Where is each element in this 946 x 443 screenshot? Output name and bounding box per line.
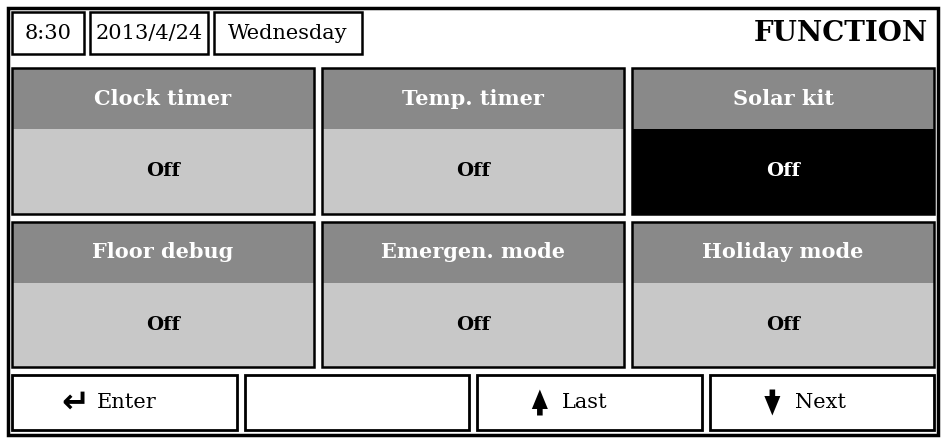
Text: Holiday mode: Holiday mode: [702, 242, 864, 262]
Bar: [632, 283, 934, 367]
Bar: [214, 12, 362, 54]
Text: Solar kit: Solar kit: [732, 89, 833, 109]
Text: ↵: ↵: [61, 386, 89, 419]
Text: Temp. timer: Temp. timer: [402, 89, 544, 109]
Bar: [12, 129, 314, 214]
Bar: [477, 375, 702, 430]
Bar: [12, 68, 314, 129]
Text: 8:30: 8:30: [25, 23, 72, 43]
Bar: [90, 12, 208, 54]
Polygon shape: [532, 389, 548, 416]
Text: Enter: Enter: [97, 393, 157, 412]
Bar: [322, 68, 624, 214]
Text: Emergen. mode: Emergen. mode: [381, 242, 565, 262]
Bar: [12, 283, 314, 367]
Bar: [632, 68, 934, 214]
Bar: [244, 375, 469, 430]
Text: Last: Last: [562, 393, 608, 412]
Text: FUNCTION: FUNCTION: [754, 19, 928, 47]
Bar: [632, 68, 934, 129]
Text: Off: Off: [766, 162, 800, 180]
Bar: [12, 12, 84, 54]
Text: Clock timer: Clock timer: [95, 89, 232, 109]
Text: Off: Off: [146, 162, 180, 180]
Bar: [322, 222, 624, 367]
Text: Wednesday: Wednesday: [228, 23, 348, 43]
Text: Next: Next: [795, 393, 846, 412]
Bar: [322, 68, 624, 129]
Polygon shape: [764, 389, 780, 416]
Bar: [710, 375, 934, 430]
Bar: [322, 129, 624, 214]
Bar: [12, 375, 236, 430]
Bar: [12, 222, 314, 283]
Text: Off: Off: [766, 316, 800, 334]
Text: Floor debug: Floor debug: [93, 242, 234, 262]
Bar: [632, 222, 934, 367]
Bar: [12, 68, 314, 214]
Bar: [632, 222, 934, 283]
Text: Off: Off: [456, 316, 490, 334]
Bar: [322, 222, 624, 283]
Bar: [12, 222, 314, 367]
Text: 2013/4/24: 2013/4/24: [96, 23, 202, 43]
Bar: [322, 283, 624, 367]
Text: Off: Off: [146, 316, 180, 334]
Text: Off: Off: [456, 162, 490, 180]
Bar: [632, 129, 934, 214]
